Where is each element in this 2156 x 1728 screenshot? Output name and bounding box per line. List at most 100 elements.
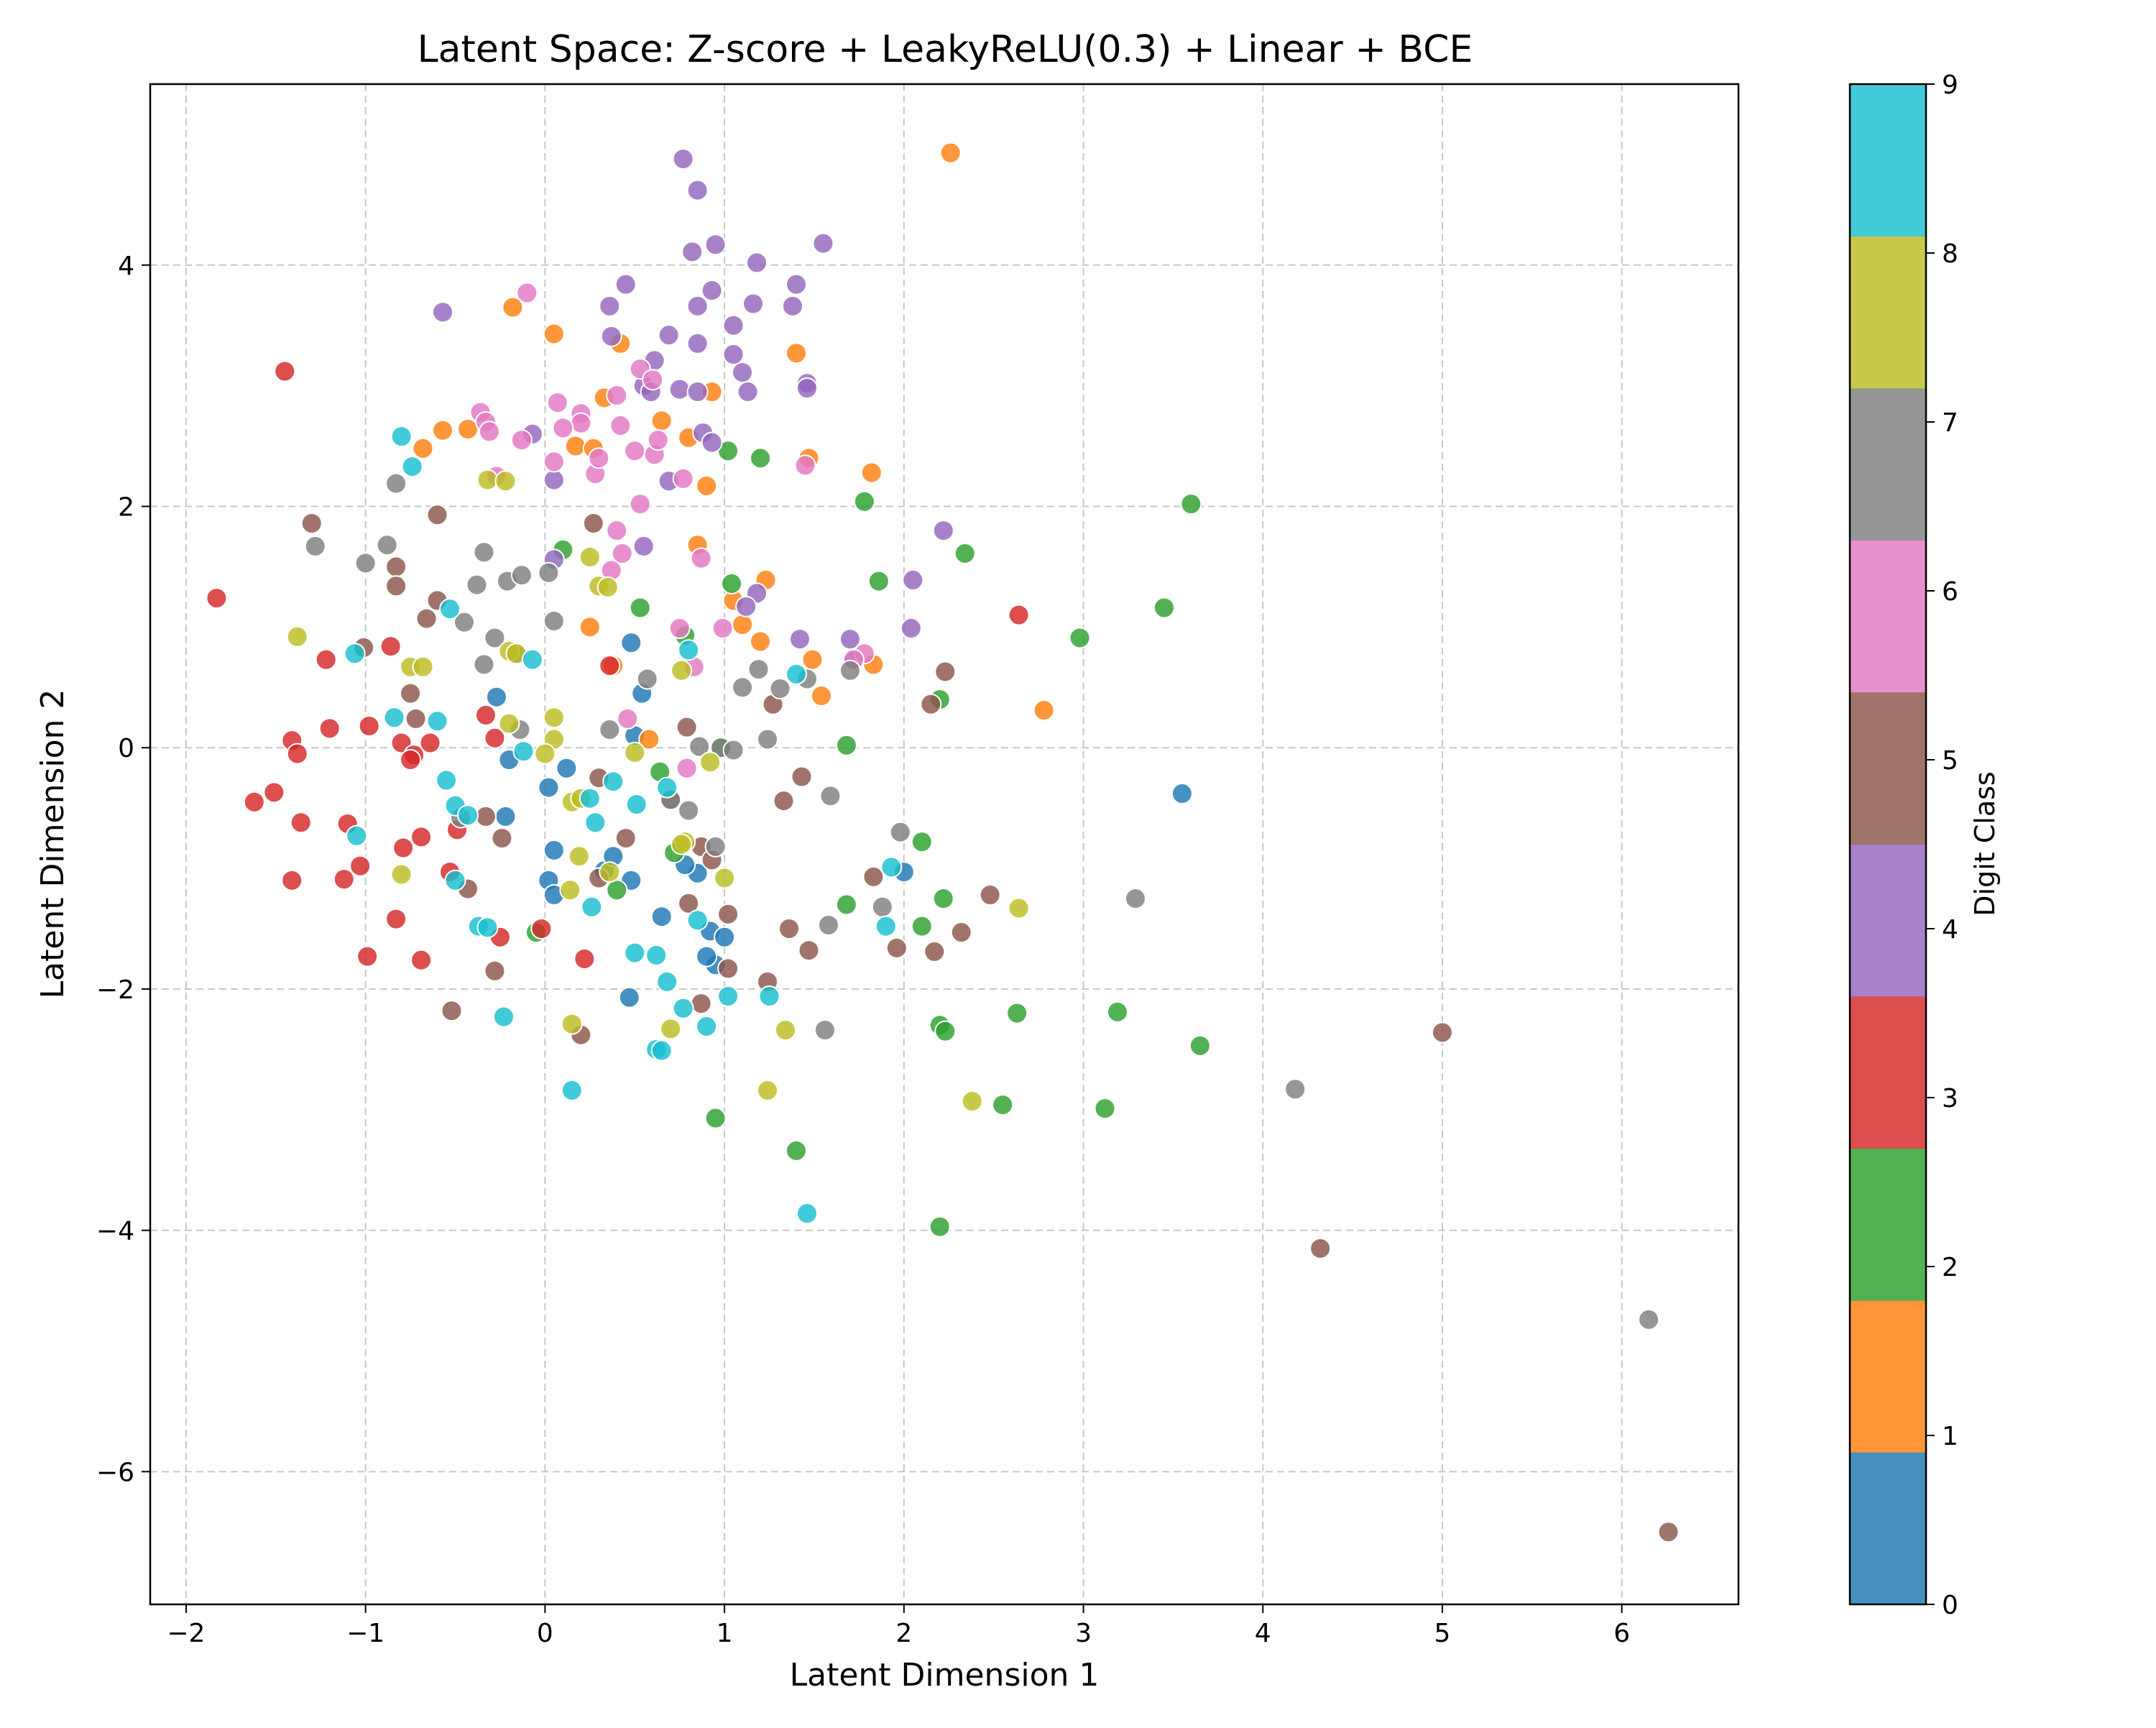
data-point-class-9 bbox=[672, 997, 694, 1019]
data-point-class-6 bbox=[552, 417, 574, 439]
data-point-class-5 bbox=[300, 513, 323, 534]
colorbar-tick-label: 0 bbox=[1942, 1591, 1958, 1620]
data-point-class-5 bbox=[717, 903, 740, 925]
data-point-class-2 bbox=[1006, 1002, 1028, 1024]
data-point-class-7 bbox=[704, 835, 727, 858]
data-point-class-3 bbox=[286, 743, 308, 765]
data-point-class-8 bbox=[390, 863, 413, 886]
data-point-class-9 bbox=[436, 769, 458, 791]
data-point-class-5 bbox=[426, 504, 448, 526]
data-point-class-6 bbox=[543, 451, 565, 473]
data-point-class-2 bbox=[911, 915, 933, 937]
data-point-class-8 bbox=[559, 879, 581, 901]
data-point-class-9 bbox=[796, 1203, 818, 1225]
data-point-class-1 bbox=[750, 630, 772, 653]
y-tick-label: −4 bbox=[96, 1217, 134, 1246]
data-points bbox=[206, 142, 1680, 1543]
data-point-class-7 bbox=[1284, 1078, 1307, 1100]
data-point-class-7 bbox=[538, 561, 560, 584]
data-point-class-6 bbox=[478, 420, 500, 443]
colorbar-segment bbox=[1850, 1452, 1926, 1605]
data-point-class-1 bbox=[860, 461, 883, 484]
data-point-class-9 bbox=[686, 909, 709, 932]
data-point-class-9 bbox=[390, 426, 413, 448]
data-point-class-4 bbox=[686, 381, 709, 403]
data-point-class-7 bbox=[453, 611, 476, 633]
data-point-class-7 bbox=[889, 821, 911, 843]
data-point-class-1 bbox=[785, 342, 807, 364]
data-point-class-6 bbox=[794, 454, 816, 477]
data-point-class-4 bbox=[902, 569, 924, 591]
data-point-class-5 bbox=[614, 827, 637, 850]
x-tick-label: 6 bbox=[1613, 1619, 1630, 1648]
y-axis-ticks: −6 −4 −2 0 2 4 bbox=[96, 252, 150, 1487]
data-point-class-1 bbox=[1033, 699, 1055, 722]
data-point-class-3 bbox=[333, 868, 355, 891]
data-point-class-7 bbox=[473, 541, 495, 564]
data-point-class-9 bbox=[625, 794, 648, 816]
data-point-class-1 bbox=[564, 435, 586, 457]
data-point-class-7 bbox=[599, 719, 621, 741]
data-point-class-4 bbox=[614, 273, 637, 295]
data-point-class-9 bbox=[426, 710, 448, 732]
data-point-class-7 bbox=[304, 535, 326, 557]
data-point-class-3 bbox=[206, 587, 228, 610]
data-point-class-4 bbox=[900, 617, 922, 640]
data-point-class-7 bbox=[747, 658, 770, 681]
data-point-class-3 bbox=[474, 704, 497, 726]
data-point-class-2 bbox=[835, 734, 857, 756]
x-tick-label: 3 bbox=[1075, 1619, 1092, 1648]
data-point-class-4 bbox=[732, 362, 754, 384]
data-point-class-9 bbox=[444, 869, 466, 891]
data-point-class-3 bbox=[410, 949, 433, 971]
data-point-class-2 bbox=[853, 490, 875, 513]
data-point-class-5 bbox=[1657, 1521, 1680, 1543]
data-point-class-3 bbox=[385, 908, 407, 930]
data-point-class-5 bbox=[885, 937, 908, 959]
data-point-class-9 bbox=[645, 944, 668, 966]
data-point-class-8 bbox=[671, 833, 693, 855]
data-point-class-7 bbox=[510, 564, 533, 587]
data-point-class-0 bbox=[696, 945, 718, 968]
colorbar-tick-label: 3 bbox=[1942, 1084, 1958, 1113]
data-point-class-3 bbox=[392, 837, 415, 859]
data-point-class-6 bbox=[629, 493, 651, 515]
data-point-class-6 bbox=[570, 412, 592, 434]
data-point-class-7 bbox=[354, 552, 377, 574]
data-point-class-4 bbox=[722, 344, 745, 365]
x-tick-label: 5 bbox=[1434, 1619, 1451, 1648]
data-point-class-9 bbox=[656, 776, 678, 799]
data-point-class-9 bbox=[678, 639, 700, 661]
y-axis-label: Latent Dimension 2 bbox=[34, 689, 71, 999]
data-point-class-3 bbox=[379, 635, 402, 658]
x-tick-label: 4 bbox=[1255, 1619, 1271, 1648]
data-point-class-0 bbox=[650, 906, 673, 928]
data-point-class-4 bbox=[742, 293, 765, 315]
data-point-class-8 bbox=[561, 1013, 583, 1035]
colorbar-tick-label: 2 bbox=[1942, 1253, 1958, 1282]
data-point-class-6 bbox=[711, 617, 734, 640]
data-point-class-3 bbox=[290, 812, 312, 834]
data-point-class-0 bbox=[543, 839, 565, 861]
data-point-class-2 bbox=[750, 447, 772, 469]
data-point-class-9 bbox=[579, 787, 601, 809]
data-point-class-3 bbox=[349, 855, 372, 877]
data-point-class-7 bbox=[1638, 1308, 1660, 1331]
data-point-class-4 bbox=[668, 378, 691, 400]
data-point-class-5 bbox=[678, 892, 700, 914]
data-point-class-4 bbox=[704, 234, 727, 256]
data-point-class-4 bbox=[432, 301, 454, 323]
data-point-class-4 bbox=[932, 520, 954, 542]
data-point-class-6 bbox=[624, 440, 646, 462]
data-point-class-9 bbox=[492, 1006, 515, 1028]
data-point-class-9 bbox=[521, 648, 543, 671]
colorbar-segment bbox=[1850, 84, 1926, 236]
data-point-class-5 bbox=[415, 607, 438, 630]
data-point-class-2 bbox=[785, 1139, 807, 1162]
data-point-class-3 bbox=[573, 947, 596, 970]
data-point-class-0 bbox=[620, 632, 642, 654]
x-tick-label: −1 bbox=[346, 1619, 384, 1648]
colorbar-segment bbox=[1850, 540, 1926, 693]
